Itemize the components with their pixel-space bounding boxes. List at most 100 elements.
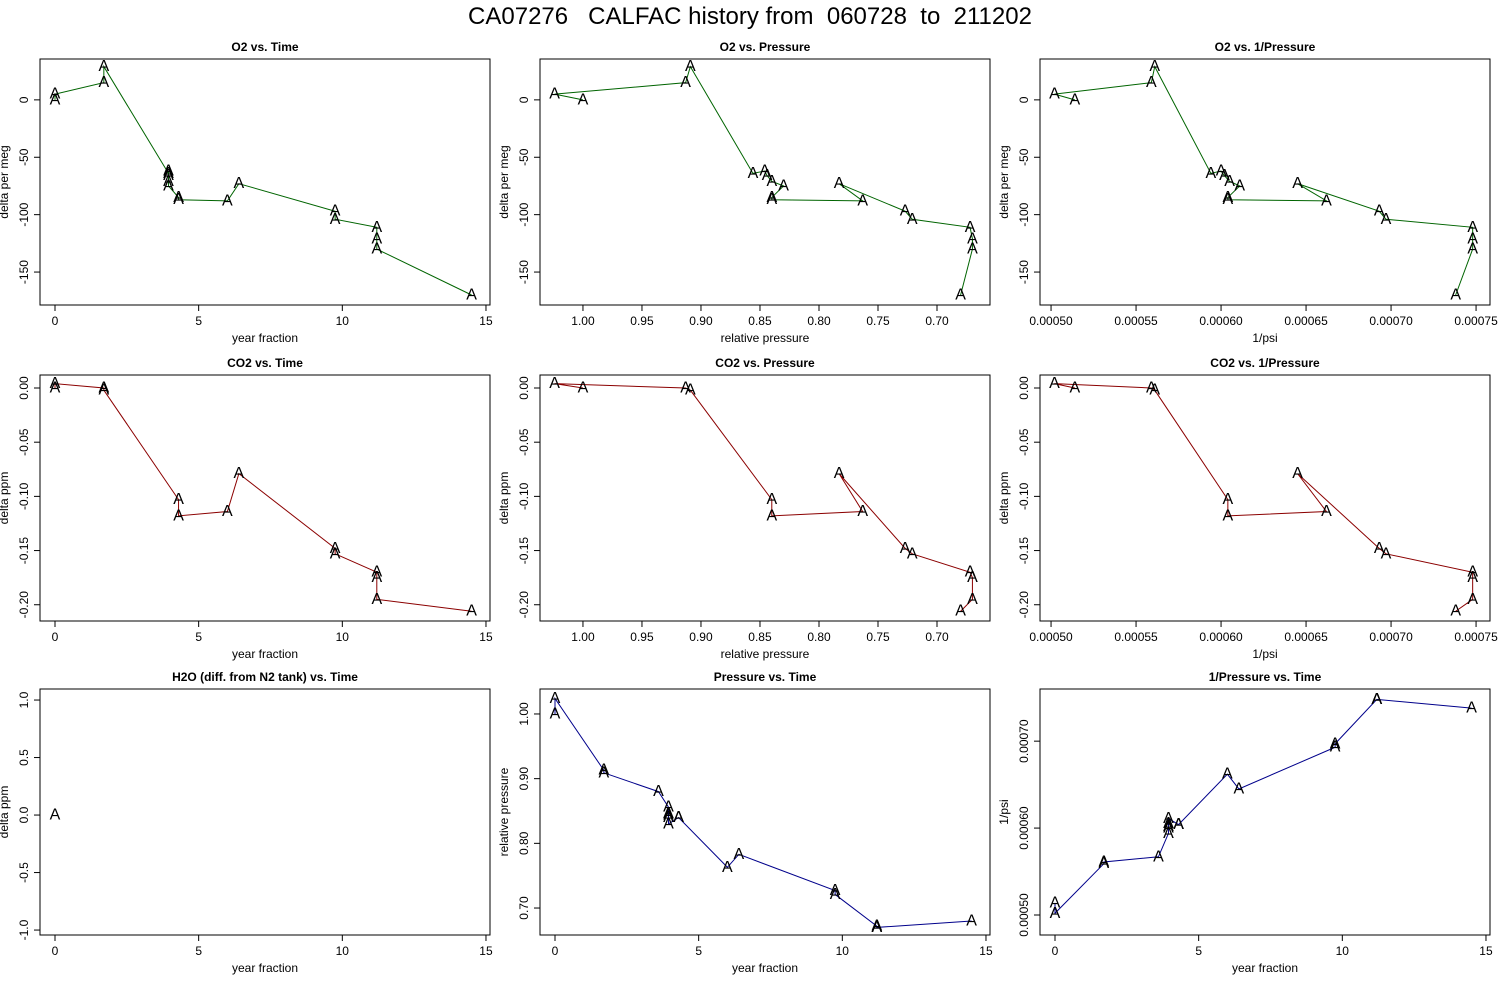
x-tick-label: 0.80: [807, 630, 831, 644]
point-marker: A: [966, 912, 977, 929]
y-axis-label: delta ppm: [0, 472, 11, 525]
point-marker: A: [173, 491, 184, 508]
point-marker: A: [599, 762, 610, 779]
point-marker: A: [685, 58, 696, 75]
data-line: [1054, 698, 1472, 915]
x-tick-label: 15: [979, 944, 993, 958]
x-tick-label: 15: [1479, 944, 1493, 958]
point-marker: A: [234, 175, 245, 192]
point-marker: A: [1153, 848, 1164, 865]
panel-title: O2 vs. Time: [231, 40, 298, 54]
point-marker: A: [766, 189, 777, 206]
y-tick-label: -100: [17, 202, 31, 226]
point-marker: A: [1223, 491, 1234, 508]
point-marker: A: [1163, 810, 1174, 827]
x-axis-label: relative pressure: [721, 331, 810, 345]
point-marker: A: [663, 815, 674, 832]
y-tick-label: -50: [17, 148, 31, 166]
point-marker: A: [680, 380, 691, 397]
x-tick-label: 5: [695, 944, 702, 958]
point-marker: A: [1374, 540, 1385, 557]
point-marker: A: [1450, 287, 1461, 304]
x-tick-label: 0.70: [925, 630, 949, 644]
point-marker: A: [830, 882, 841, 899]
y-tick-label: -0.10: [17, 482, 31, 510]
point-marker: A: [99, 380, 110, 397]
x-tick-label: 0.00065: [1284, 314, 1328, 328]
point-marker: A: [955, 603, 966, 620]
point-marker: A: [163, 165, 174, 182]
x-axis-label: year fraction: [232, 647, 298, 661]
x-tick-label: 0.00055: [1114, 630, 1158, 644]
point-marker: A: [163, 163, 174, 180]
point-marker: A: [50, 91, 61, 108]
x-axis-label: year fraction: [732, 961, 798, 975]
point-marker: A: [759, 163, 770, 180]
y-tick-label: 0.5: [17, 749, 31, 766]
point-marker: A: [834, 175, 845, 192]
point-marker: A: [965, 219, 976, 236]
point-marker: A: [1146, 380, 1157, 397]
x-tick-label: 0.00050: [1029, 630, 1073, 644]
point-marker: A: [1467, 241, 1478, 258]
point-marker: A: [1049, 86, 1060, 103]
point-marker: A: [371, 219, 382, 236]
point-marker: A: [371, 241, 382, 258]
x-tick-label: 5: [1195, 944, 1202, 958]
point-marker: A: [1234, 177, 1245, 194]
y-tick-label: -0.5: [17, 862, 31, 883]
point-marker: A: [1216, 163, 1227, 180]
point-marker: A: [1149, 382, 1160, 399]
point-marker: A: [766, 191, 777, 208]
point-marker: A: [50, 375, 61, 392]
point-marker: A: [371, 569, 382, 586]
y-tick-label: 0.90: [517, 767, 531, 791]
point-marker: A: [1163, 818, 1174, 835]
plot-frame: [39, 688, 491, 936]
y-axis-label: delta ppm: [497, 472, 511, 525]
x-axis-label: year fraction: [232, 331, 298, 345]
x-tick-label: 0.00060: [1199, 314, 1243, 328]
x-tick-label: 0: [552, 944, 559, 958]
point-marker: A: [330, 540, 341, 557]
x-tick-label: 0.75: [866, 314, 890, 328]
y-tick-label: -0.10: [517, 482, 531, 510]
point-marker: A: [371, 230, 382, 247]
point-marker: A: [1330, 739, 1341, 756]
point-marker: A: [778, 177, 789, 194]
x-tick-label: 15: [479, 314, 493, 328]
x-tick-label: 5: [195, 944, 202, 958]
x-tick-label: 10: [336, 314, 350, 328]
y-tick-label: -0.20: [1017, 591, 1031, 619]
point-marker: A: [50, 86, 61, 103]
point-marker: A: [900, 203, 911, 220]
y-tick-label: 0.00050: [1017, 893, 1031, 937]
point-marker: A: [578, 91, 589, 108]
point-marker: A: [663, 805, 674, 822]
point-marker: A: [722, 859, 733, 876]
point-marker: A: [371, 591, 382, 608]
y-tick-label: -0.15: [517, 537, 531, 565]
x-axis-label: year fraction: [232, 961, 298, 975]
x-tick-label: 0.95: [630, 630, 654, 644]
point-marker: A: [1234, 780, 1245, 797]
point-marker: A: [857, 503, 868, 520]
data-line: [554, 65, 973, 296]
y-tick-label: 0: [17, 96, 31, 103]
x-tick-label: 10: [1336, 944, 1350, 958]
y-tick-label: -0.05: [17, 428, 31, 456]
x-axis-label: year fraction: [1232, 961, 1298, 975]
x-axis-label: relative pressure: [721, 647, 810, 661]
point-marker: A: [50, 807, 61, 824]
x-tick-label: 0.00060: [1199, 630, 1243, 644]
point-marker: A: [1292, 175, 1303, 192]
point-marker: A: [762, 167, 773, 184]
data-line: [54, 383, 472, 612]
plot-frame: [39, 58, 491, 306]
y-tick-label: -0.10: [1017, 482, 1031, 510]
y-tick-label: -100: [517, 202, 531, 226]
x-tick-label: 0.85: [748, 630, 772, 644]
point-marker: A: [1149, 58, 1160, 75]
point-marker: A: [330, 211, 341, 228]
y-tick-label: -50: [517, 148, 531, 166]
